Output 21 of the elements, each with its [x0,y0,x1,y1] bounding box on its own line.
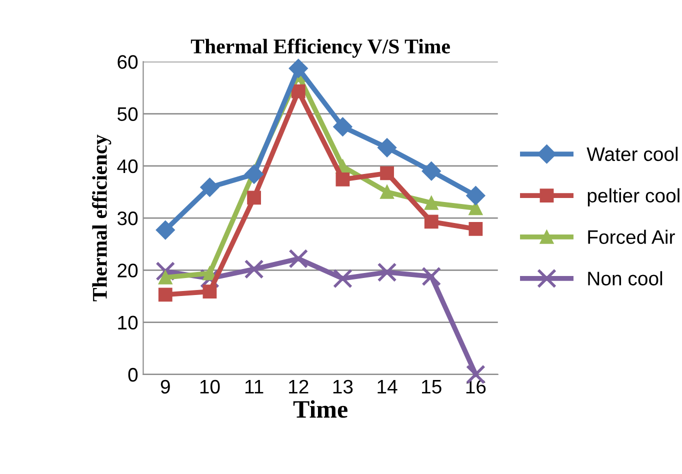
legend-label: Non cool [588,271,662,286]
y-tick-label: 60 [118,55,138,69]
legend-label: peltier cool [588,188,680,206]
x-axis-title: Time [293,400,348,418]
y-tick-label: 10 [118,316,138,330]
x-tick-label: 9 [160,380,170,394]
y-tick-label: 40 [117,159,138,174]
y-tick-label: 30 [117,212,138,226]
x-tick-label: 12 [289,380,308,394]
y-tick-label: 20 [118,264,138,278]
legend-label: Forced Air [588,230,675,244]
x-tick-label: 15 [422,380,442,394]
x-tick-label: 10 [200,380,220,394]
y-tick-label: 50 [118,107,138,121]
legend-label: Water cool [586,146,678,162]
y-axis-title: Thermal efficiency [92,134,112,302]
x-tick-label: 11 [245,380,264,394]
x-tick-label: 14 [378,380,398,394]
chart-title: Thermal Efficiency V/S Time [190,38,450,58]
x-tick-label: 13 [333,380,353,394]
y-tick-label: 0 [128,368,138,382]
